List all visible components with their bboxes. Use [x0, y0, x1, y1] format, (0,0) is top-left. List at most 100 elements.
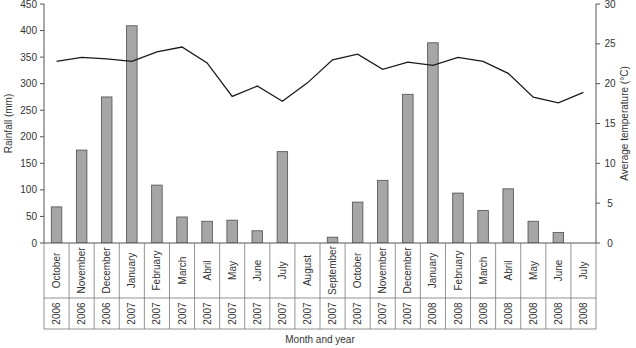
y2-tick-label: 20	[604, 78, 616, 89]
bar	[252, 231, 263, 243]
year-label: 2007	[151, 302, 162, 325]
y-axis-title: Rainfall (mm)	[3, 94, 14, 153]
y-tick-label: 100	[20, 184, 37, 195]
year-label: 2007	[352, 302, 363, 325]
y-tick	[40, 57, 44, 58]
y2-tick	[596, 243, 600, 244]
year-label: 2007	[302, 302, 313, 325]
y-tick	[40, 30, 44, 31]
y-tick	[40, 216, 44, 217]
x-tick-label: October	[352, 252, 363, 288]
x-tick-label: February	[151, 250, 162, 290]
table-divider	[244, 243, 245, 329]
x-tick-label: September	[327, 245, 338, 295]
y2-tick	[596, 203, 600, 204]
table-divider	[144, 243, 145, 329]
x-tick-label: December	[402, 247, 413, 294]
x-tick-label: January	[126, 253, 137, 289]
y-tick-label: 200	[20, 131, 37, 142]
x-tick-label: October	[51, 252, 62, 288]
y2-tick-label: 0	[607, 238, 613, 249]
year-label: 2008	[503, 302, 514, 325]
bar	[202, 221, 213, 243]
y-tick-label: 300	[20, 78, 37, 89]
table-divider	[44, 243, 45, 329]
y2-tick-label: 30	[604, 0, 616, 10]
x-tick-label: March	[478, 257, 489, 285]
y2-tick-label: 25	[604, 38, 616, 49]
y-tick	[40, 83, 44, 84]
x-tick-label: August	[302, 255, 313, 286]
year-label: 2006	[51, 302, 62, 325]
y-tick	[40, 136, 44, 137]
bar	[101, 97, 112, 243]
table-divider	[570, 243, 571, 329]
x-tick-label: May	[227, 261, 238, 280]
y-tick-label: 150	[20, 158, 37, 169]
year-label: 2007	[202, 302, 213, 325]
year-label: 2007	[277, 302, 288, 325]
table-divider	[119, 243, 120, 329]
y-tick	[40, 163, 44, 164]
y-tick-label: 450	[20, 0, 37, 10]
y2-tick-label: 10	[604, 158, 616, 169]
year-label: 2008	[578, 302, 589, 325]
temperature-line	[57, 47, 584, 103]
y-tick-label: 350	[20, 52, 37, 63]
y-tick-label: 400	[20, 25, 37, 36]
year-label: 2007	[126, 302, 137, 325]
y-tick	[40, 4, 44, 5]
y2-tick-label: 15	[604, 118, 616, 129]
y2-tick-label: 5	[607, 198, 613, 209]
table-divider	[596, 243, 597, 329]
y-tick-label: 50	[26, 211, 38, 222]
bar	[327, 237, 338, 243]
bar	[51, 207, 62, 243]
bar	[377, 180, 388, 243]
table-divider	[395, 243, 396, 329]
y2-tick	[596, 163, 600, 164]
x-tick-label: May	[528, 261, 539, 280]
table-divider	[194, 243, 195, 329]
year-label: 2007	[227, 302, 238, 325]
table-divider	[470, 243, 471, 329]
year-label: 2006	[76, 302, 87, 325]
x-tick-label: Abril	[503, 260, 514, 280]
bar	[503, 189, 514, 243]
table-divider	[294, 243, 295, 329]
y2-tick	[596, 83, 600, 84]
year-label: 2008	[427, 302, 438, 325]
x-tick-label: June	[553, 259, 564, 281]
year-label: 2008	[478, 302, 489, 325]
table-divider	[520, 243, 521, 329]
table-divider	[269, 243, 270, 329]
year-label: 2008	[453, 302, 464, 325]
bar	[127, 26, 138, 243]
table-divider	[219, 243, 220, 329]
bar	[177, 217, 188, 243]
table-divider	[169, 243, 170, 329]
x-tick-label: June	[252, 259, 263, 281]
table-divider	[320, 243, 321, 329]
year-label: 2007	[252, 302, 263, 325]
bar	[428, 43, 439, 243]
year-label: 2008	[553, 302, 564, 325]
chart: 050100150200250300350400450051015202530R…	[0, 0, 636, 348]
x-tick-label: February	[453, 250, 464, 290]
bar	[453, 193, 464, 243]
y2-axis	[596, 4, 597, 243]
x-tick-label: December	[101, 247, 112, 294]
year-label: 2007	[327, 302, 338, 325]
bar	[277, 152, 288, 243]
y2-axis-title: Average temperature (°C)	[619, 66, 630, 180]
y2-tick	[596, 43, 600, 44]
x-tick-label: November	[377, 247, 388, 294]
table-divider	[420, 243, 421, 329]
year-label: 2007	[377, 302, 388, 325]
y-tick-label: 0	[31, 238, 37, 249]
year-label: 2006	[101, 302, 112, 325]
table-divider	[370, 243, 371, 329]
y-tick	[40, 243, 44, 244]
bar	[528, 221, 539, 243]
table-divider	[445, 243, 446, 329]
